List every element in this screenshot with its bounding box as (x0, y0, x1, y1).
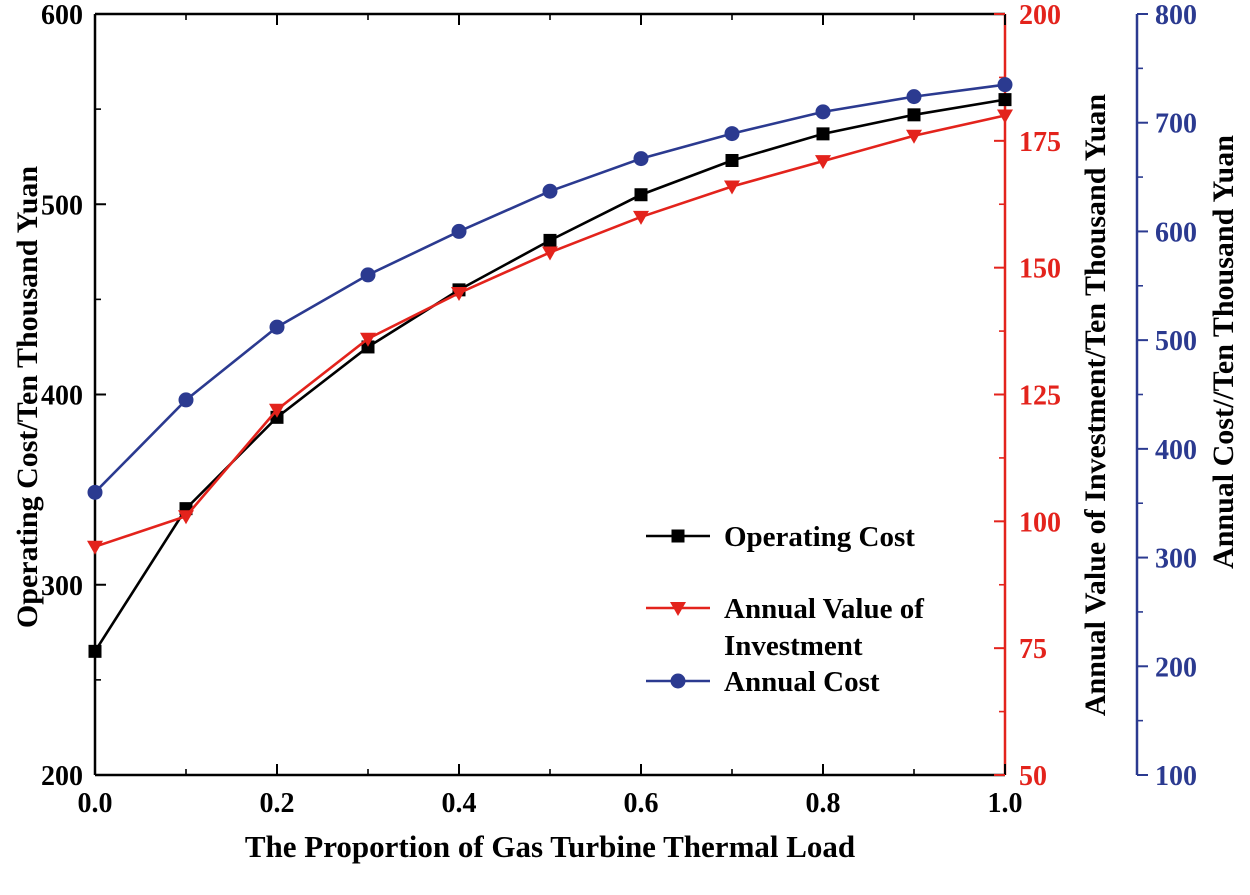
right-axis-title-investment: Annual Value of Investment/Ten Thousand … (1079, 93, 1112, 717)
blue-axis-tick-label: 600 (1155, 217, 1197, 248)
right-axis-title-annual-cost: Annual Cost//Ten Thousand Yuan (1207, 135, 1240, 569)
x-tick-label: 0.2 (260, 788, 295, 819)
red-axis-tick-label: 125 (1019, 381, 1061, 412)
legend-label: Operating Cost (724, 521, 915, 553)
x-axis: 0.0 0.2 0.4 0.6 0.8 1.0 (78, 14, 1023, 819)
blue-axis-tick-label: 300 (1155, 544, 1197, 575)
legend-label: Annual Cost (724, 666, 880, 698)
x-tick-label: 0.4 (442, 788, 477, 819)
series-annual-cost (87, 77, 1013, 500)
legend-label: Investment (724, 630, 863, 662)
blue-axis: 100 200 300 400 500 600 700 800 (1135, 0, 1197, 792)
blue-axis-tick-label: 400 (1155, 435, 1197, 466)
x-tick-label: 0.0 (78, 788, 113, 819)
blue-axis-tick-label: 200 (1155, 652, 1197, 683)
red-axis-tick-label: 50 (1019, 761, 1047, 792)
red-axis-tick-label: 175 (1019, 127, 1061, 158)
left-axis-tick-label: 200 (41, 761, 83, 792)
series-annual-value-of-investment (87, 109, 1013, 555)
red-axis-tick-label: 100 (1019, 507, 1061, 538)
red-axis: 50 75 100 125 150 175 200 (994, 0, 1061, 792)
blue-axis-tick-label: 800 (1155, 0, 1197, 31)
legend-label: Annual Value of (724, 593, 924, 625)
plot-box (93, 12, 1007, 777)
left-axis: 200 300 400 500 600 (41, 0, 106, 792)
left-axis-tick-label: 500 (41, 190, 83, 221)
left-axis-title: Operating Cost/Ten Thousand Yuan (11, 165, 44, 629)
legend: Operating Cost Annual Value of Investment A… (646, 521, 924, 698)
series-operating-cost (88, 93, 1012, 658)
red-axis-tick-label: 75 (1019, 634, 1047, 665)
left-axis-tick-label: 400 (41, 381, 83, 412)
left-axis-tick-label: 600 (41, 0, 83, 31)
x-tick-label: 0.8 (806, 788, 841, 819)
red-axis-tick-label: 150 (1019, 254, 1061, 285)
blue-axis-tick-label: 100 (1155, 761, 1197, 792)
blue-axis-tick-label: 700 (1155, 109, 1197, 140)
x-tick-label: 0.6 (624, 788, 659, 819)
x-axis-title: The Proportion of Gas Turbine Thermal Lo… (244, 829, 856, 864)
blue-axis-tick-label: 500 (1155, 326, 1197, 357)
left-axis-tick-label: 300 (41, 571, 83, 602)
red-axis-tick-label: 200 (1019, 0, 1061, 31)
x-tick-label: 1.0 (988, 788, 1023, 819)
